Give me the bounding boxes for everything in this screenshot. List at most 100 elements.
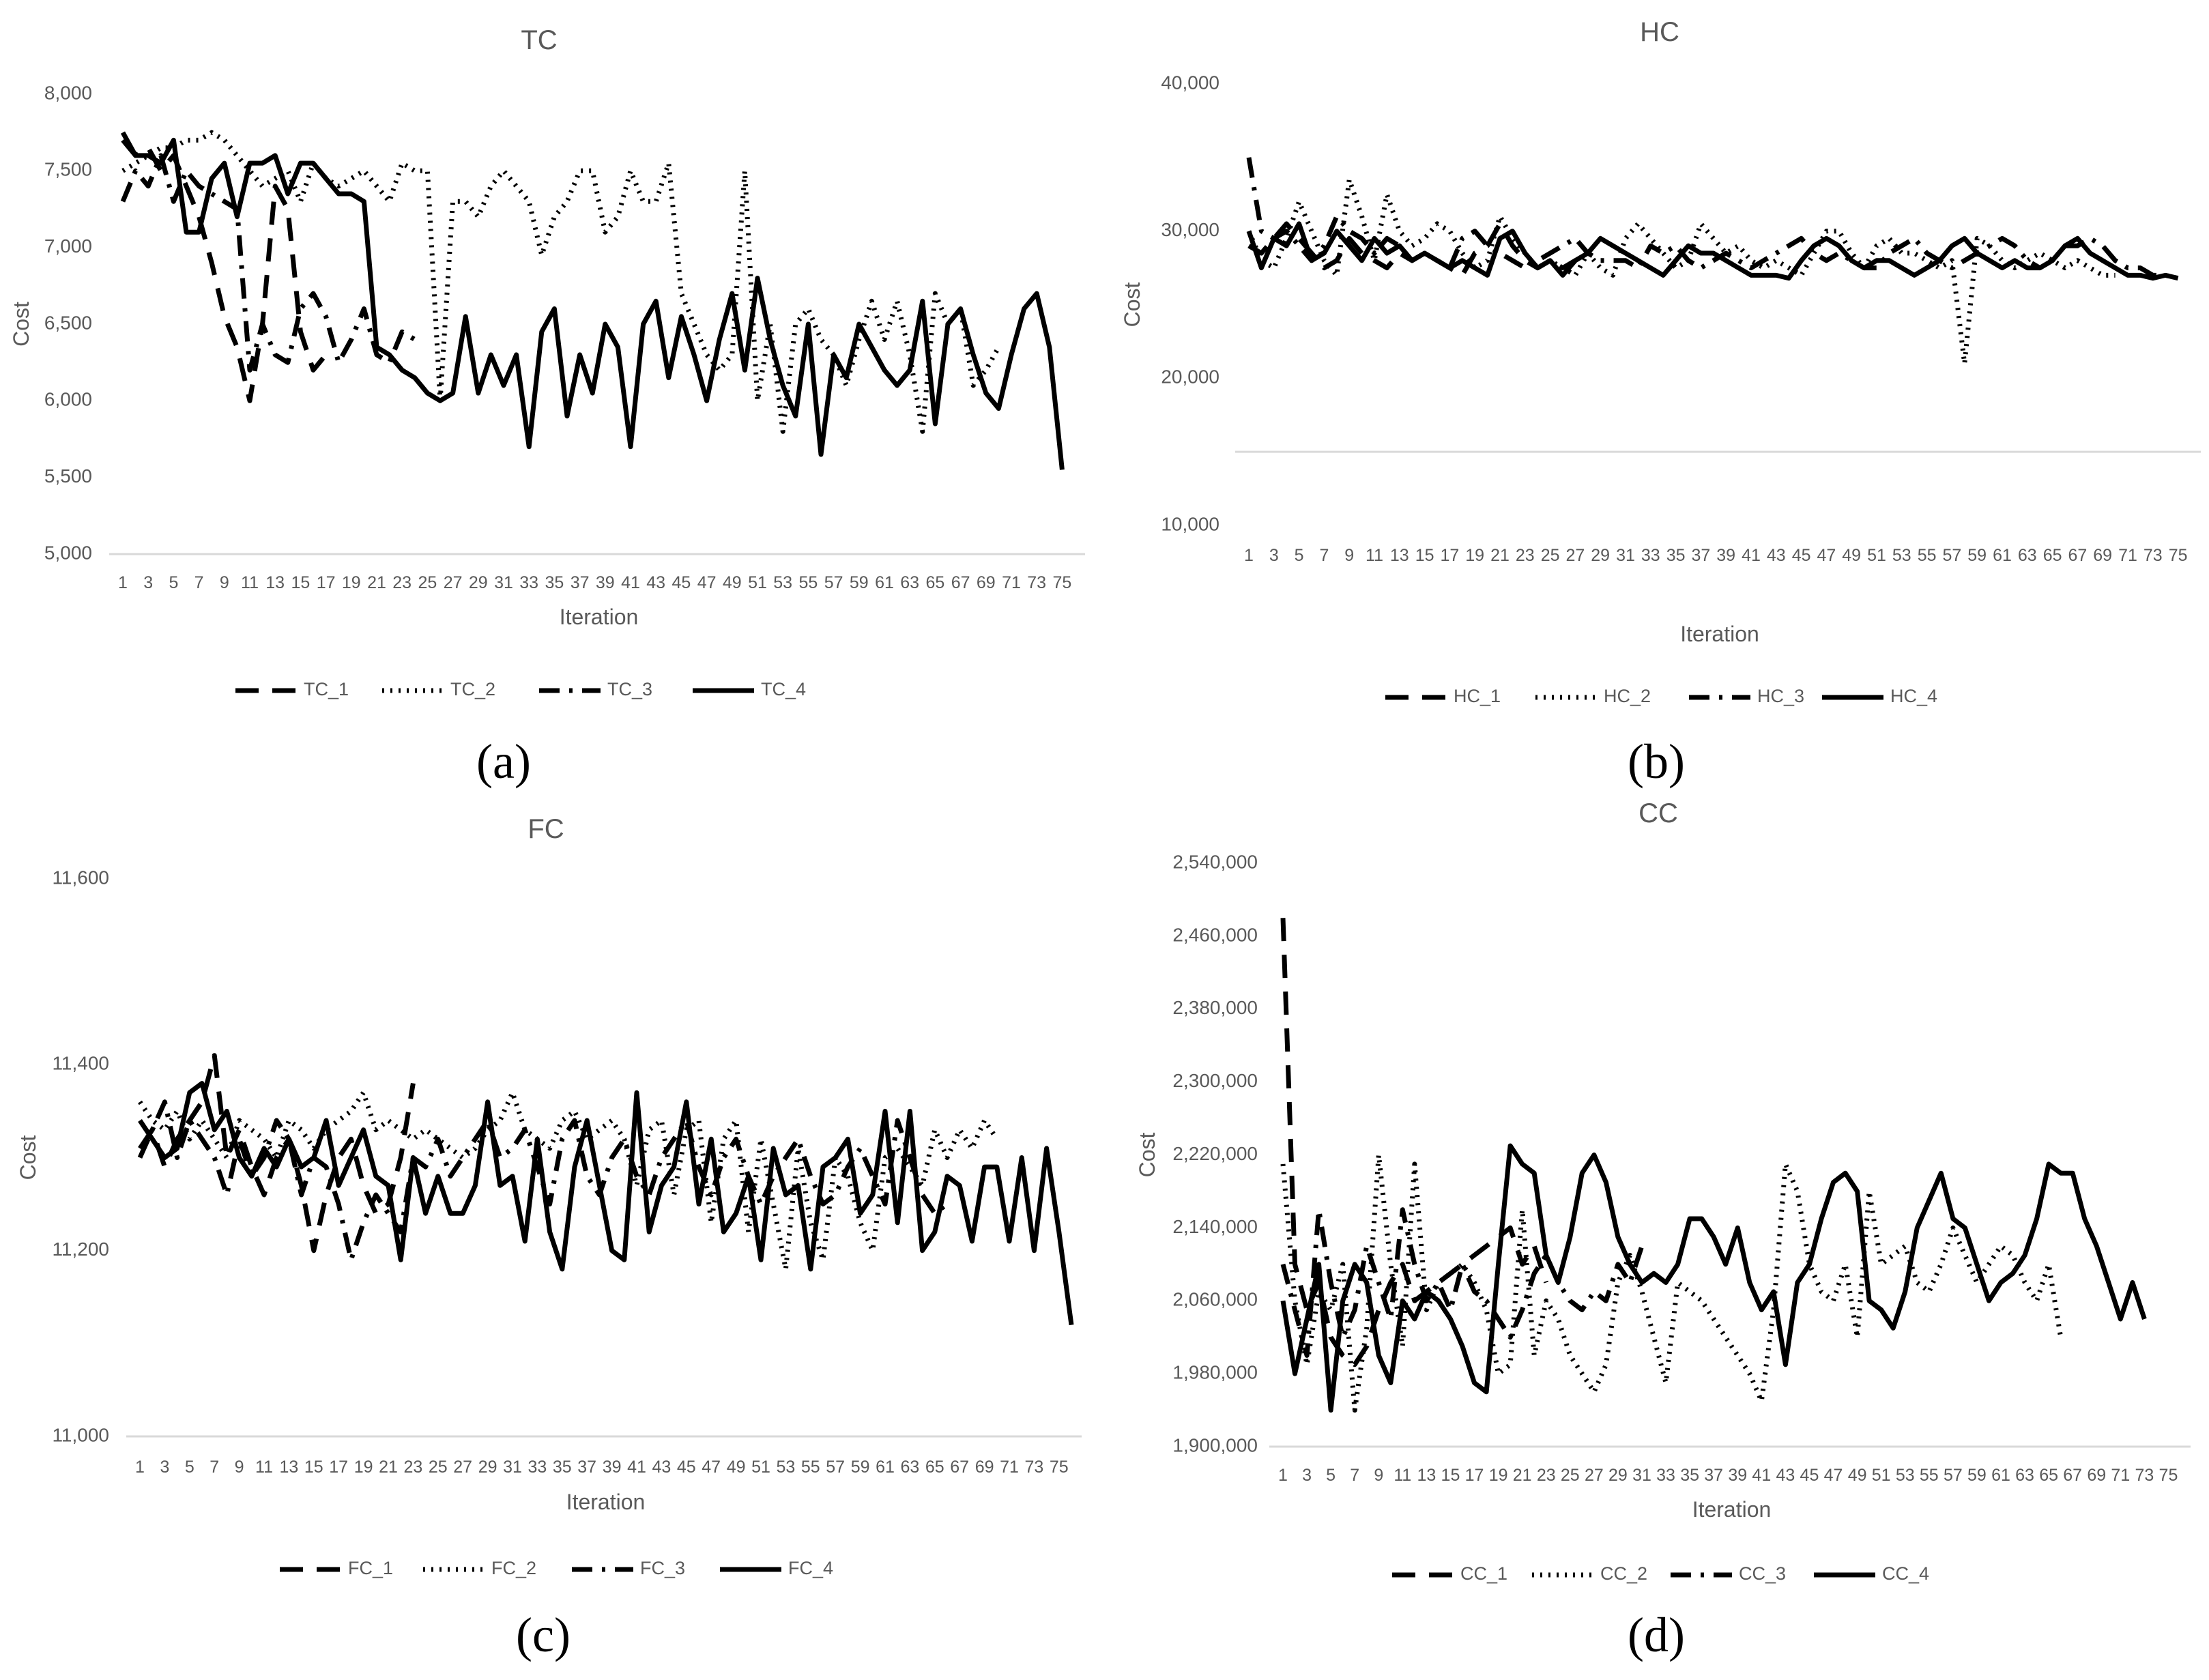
y-tick-label: 5,500	[44, 465, 92, 487]
x-tick-label: 23	[392, 573, 412, 592]
x-tick-label: 65	[2043, 546, 2062, 565]
x-tick-label: 11	[255, 1458, 273, 1477]
x-tick-label: 45	[677, 1458, 696, 1477]
x-tick-label: 17	[317, 573, 336, 592]
y-tick-label: 2,220,000	[1172, 1143, 1258, 1164]
y-tick-label: 1,980,000	[1172, 1362, 1258, 1383]
x-tick-label: 59	[1967, 546, 1987, 565]
legend-label: HC_4	[1890, 686, 1937, 706]
x-tick-label: 9	[220, 573, 229, 592]
x-tick-label: 25	[429, 1458, 448, 1477]
x-tick-label: 5	[1326, 1466, 1335, 1485]
x-tick-label: 45	[672, 573, 691, 592]
x-tick-label: 59	[851, 1458, 870, 1477]
y-tick-label: 2,460,000	[1172, 924, 1258, 945]
x-tick-label: 43	[1767, 546, 1786, 565]
x-tick-label: 21	[379, 1458, 398, 1477]
x-tick-label: 71	[1000, 1458, 1019, 1477]
series-line-fc-1	[138, 1053, 416, 1254]
y-axis-title: Cost	[1120, 282, 1144, 327]
chart-title: TC	[521, 25, 557, 55]
x-tick-label: 63	[2018, 546, 2037, 565]
x-tick-label: 75	[2169, 546, 2188, 565]
x-tick-label: 65	[2039, 1466, 2058, 1485]
series-line-hc-2	[1246, 177, 2116, 366]
x-tick-label: 11	[1366, 546, 1383, 565]
x-tick-label: 25	[1541, 546, 1560, 565]
x-tick-label: 53	[773, 573, 792, 592]
y-axis-title: Cost	[9, 302, 33, 347]
x-tick-label: 5	[169, 573, 178, 592]
x-tick-label: 15	[1441, 1466, 1460, 1485]
x-tick-label: 13	[1417, 1466, 1436, 1485]
x-tick-label: 23	[1537, 1466, 1556, 1485]
x-tick-label: 55	[798, 573, 818, 592]
series-line-fc-2	[138, 1090, 999, 1272]
legend-label: CC_1	[1460, 1563, 1507, 1584]
x-tick-label: 21	[1490, 546, 1510, 565]
y-tick-label: 11,600	[52, 867, 109, 888]
x-tick-label: 67	[951, 573, 970, 592]
x-tick-label: 45	[1800, 1466, 1819, 1485]
x-tick-label: 9	[1374, 1466, 1383, 1485]
chart-cc: CC 1,900,000 1,980,000 2,060,000 2,140,000 2,…	[1135, 798, 2191, 1584]
legend-label: HC_2	[1604, 686, 1651, 706]
x-tick-label: 39	[603, 1458, 622, 1477]
x-tick-label: 31	[1616, 546, 1635, 565]
x-tick-label: 5	[185, 1458, 194, 1477]
x-axis-title: Iteration	[1692, 1497, 1772, 1522]
y-tick-label: 2,060,000	[1172, 1289, 1258, 1310]
x-tick-label: 21	[367, 573, 386, 592]
x-tick-label: 51	[748, 573, 767, 592]
x-tick-label: 57	[1942, 546, 1961, 565]
chart-title: FC	[528, 814, 564, 844]
y-tick-label: 30,000	[1161, 219, 1219, 240]
series-line-tc-3	[120, 153, 416, 373]
x-tick-label: 27	[453, 1458, 472, 1477]
y-tick-label: 7,000	[44, 235, 92, 257]
x-tick-label: 29	[469, 573, 488, 592]
x-tick-label: 55	[1920, 1466, 1939, 1485]
y-tick-label: 20,000	[1161, 366, 1219, 388]
legend-label: CC_3	[1739, 1563, 1786, 1584]
x-tick-label: 71	[1002, 573, 1021, 592]
x-tick-label: 43	[1776, 1466, 1795, 1485]
x-tick-label: 3	[143, 573, 153, 592]
x-tick-label: 15	[304, 1458, 323, 1477]
x-tick-label: 29	[478, 1458, 497, 1477]
x-tick-label: 37	[1691, 546, 1710, 565]
x-tick-label: 17	[1440, 546, 1459, 565]
x-tick-label: 51	[751, 1458, 770, 1477]
x-tick-label: 3	[1269, 546, 1279, 565]
x-tick-label: 73	[2143, 546, 2163, 565]
y-tick-label: 40,000	[1161, 72, 1219, 93]
y-tick-label: 1,900,000	[1172, 1434, 1258, 1455]
x-tick-label: 47	[1817, 546, 1836, 565]
x-tick-label: 73	[1024, 1458, 1043, 1477]
legend-label: TC_2	[450, 679, 495, 699]
x-tick-label: 75	[2159, 1466, 2178, 1485]
x-tick-label: 41	[1752, 1466, 1771, 1485]
y-tick-label: 6,000	[44, 389, 92, 410]
x-tick-label: 47	[697, 573, 717, 592]
y-tick-label: 2,300,000	[1172, 1070, 1258, 1091]
x-tick-label: 35	[1666, 546, 1686, 565]
series-line-cc-3	[1280, 1207, 1645, 1358]
x-tick-label: 47	[1824, 1466, 1843, 1485]
x-tick-label: 57	[1944, 1466, 1963, 1485]
x-tick-label: 73	[1027, 573, 1046, 592]
x-tick-label: 9	[1344, 546, 1354, 565]
x-axis-title: Iteration	[1680, 622, 1759, 646]
x-tick-label: 33	[1641, 546, 1660, 565]
x-tick-label: 59	[1967, 1466, 1987, 1485]
x-tick-label: 37	[577, 1458, 596, 1477]
panel-label-d: (d)	[1628, 1608, 1685, 1662]
x-tick-label: 45	[1792, 546, 1811, 565]
x-tick-label: 13	[1390, 546, 1409, 565]
x-tick-label: 5	[1295, 546, 1304, 565]
x-tick-label: 13	[265, 573, 285, 592]
x-tick-label: 19	[354, 1458, 373, 1477]
x-tick-label: 37	[571, 573, 590, 592]
